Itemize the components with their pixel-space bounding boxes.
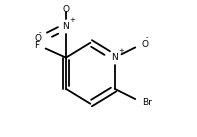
Text: N: N <box>63 22 69 31</box>
Text: -: - <box>146 34 149 40</box>
Text: N: N <box>111 53 118 62</box>
Ellipse shape <box>111 54 118 61</box>
Text: +: + <box>69 17 75 23</box>
Ellipse shape <box>138 41 145 48</box>
Text: F: F <box>34 41 39 50</box>
Text: O: O <box>62 5 70 14</box>
Ellipse shape <box>35 42 42 49</box>
Ellipse shape <box>38 35 45 42</box>
Ellipse shape <box>63 23 69 30</box>
Text: O: O <box>142 40 149 49</box>
Text: Br: Br <box>142 98 152 107</box>
Ellipse shape <box>137 99 147 106</box>
Text: O: O <box>34 34 42 43</box>
Text: +: + <box>118 48 124 54</box>
Ellipse shape <box>63 1 69 8</box>
Text: -: - <box>39 29 41 35</box>
